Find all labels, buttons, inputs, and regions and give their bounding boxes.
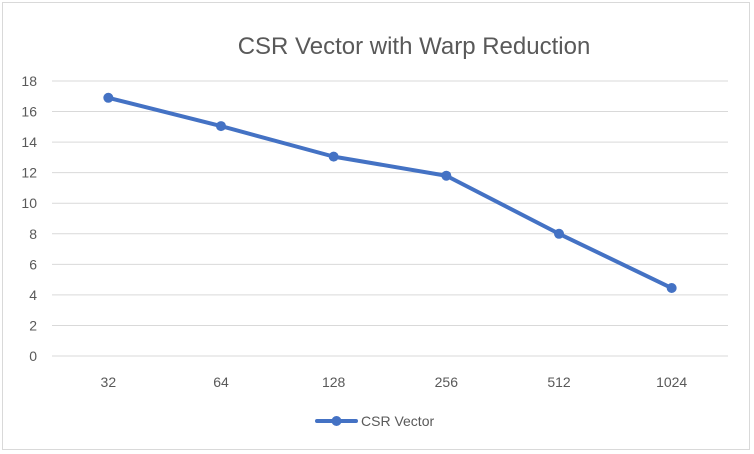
series-group — [103, 92, 677, 294]
y-tick-label: 4 — [29, 287, 37, 303]
y-tick-label: 2 — [29, 317, 37, 333]
data-point — [441, 170, 452, 181]
y-tick-label: 0 — [29, 348, 37, 364]
series-line — [106, 95, 674, 291]
chart-title: CSR Vector with Warp Reduction — [238, 33, 591, 60]
x-tick-label: 64 — [213, 374, 229, 390]
data-point — [666, 283, 677, 294]
y-tick-label: 16 — [21, 104, 37, 120]
x-tick-label: 128 — [322, 374, 346, 390]
y-tick-label: 18 — [21, 73, 37, 89]
data-point — [554, 228, 564, 239]
y-tick-label: 12 — [21, 165, 37, 181]
x-tick-label: 32 — [101, 374, 117, 390]
x-axis-ticks: 32 64 128 256 512 1024 — [101, 374, 688, 390]
x-tick-label: 256 — [435, 374, 459, 390]
gridlines — [52, 80, 728, 357]
data-point — [328, 151, 339, 162]
y-tick-label: 8 — [29, 226, 37, 242]
legend-label: CSR Vector — [361, 413, 434, 429]
legend: CSR Vector — [315, 413, 434, 429]
x-tick-label: 512 — [547, 374, 571, 390]
data-point — [216, 121, 226, 132]
chart-frame — [2, 2, 750, 450]
legend-marker — [331, 416, 342, 426]
y-tick-label: 6 — [29, 256, 37, 272]
y-tick-label: 10 — [21, 195, 37, 211]
y-axis-ticks: 0 2 4 6 8 10 12 14 16 18 — [21, 73, 37, 364]
data-point — [103, 92, 114, 103]
x-tick-label: 1024 — [656, 374, 687, 390]
y-tick-label: 14 — [21, 134, 37, 150]
